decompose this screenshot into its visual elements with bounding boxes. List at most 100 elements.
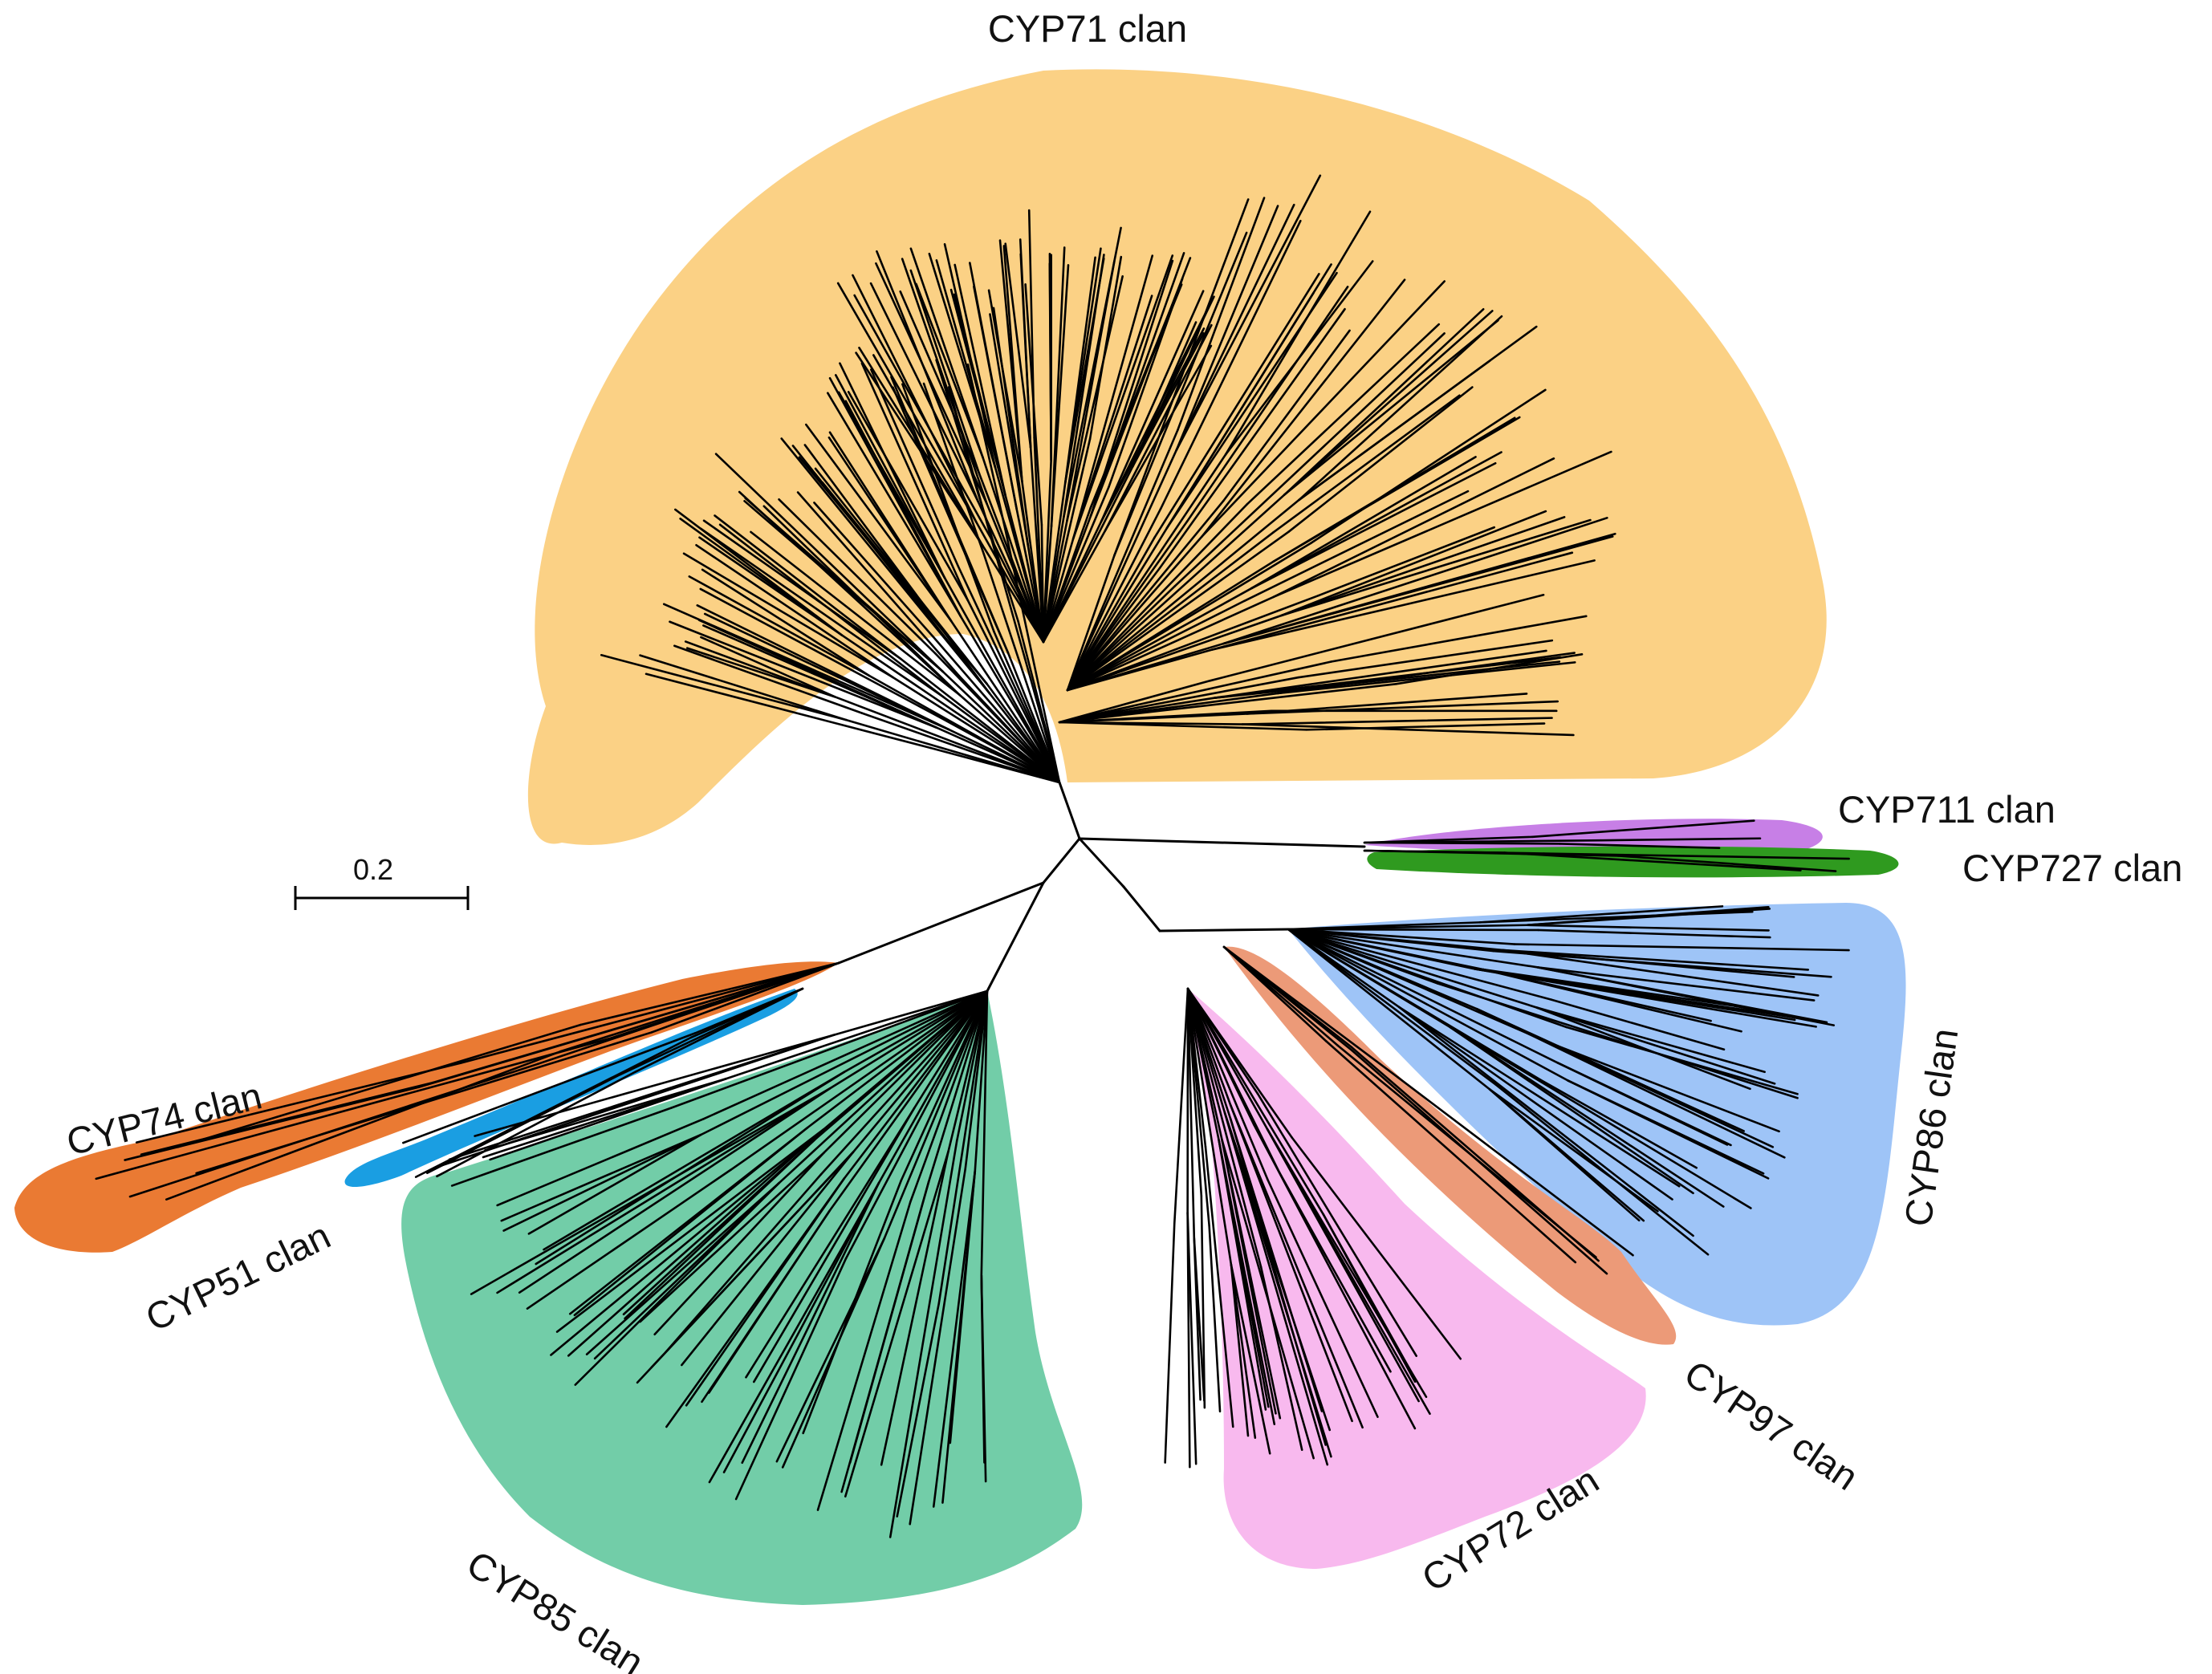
cyp71-leaf-branch: [1250, 461, 1497, 590]
cyp86-leaf-branch: [1525, 924, 1770, 932]
cyp71-internal-branch: [1066, 567, 1161, 692]
cyp727-internal-branch: [1363, 849, 1545, 855]
cyp71-leaf-branch: [909, 269, 981, 474]
cyp74-stem-branch: [837, 881, 1045, 965]
cyp71-leaf-branch: [1071, 254, 1174, 540]
cyp71-leaf-branch: [1175, 203, 1295, 452]
cyp71-leaf-branch: [1283, 307, 1485, 496]
cyp72-internal-branch: [1186, 987, 1203, 1197]
cyp74-internal-branch: [579, 961, 840, 1026]
cyp71-leaf-branch: [1108, 277, 1184, 488]
cyp85-leaf-branch: [816, 1201, 912, 1511]
cyp72-clade-shape: [1188, 989, 1646, 1569]
cyp71-leaf-branch: [1222, 329, 1351, 502]
cyp86-internal-branch: [1287, 928, 1548, 1043]
cyp71-internal-branch: [1066, 498, 1300, 692]
cyp86-leaf-branch: [1501, 949, 1820, 997]
cyp727-leaf-branch: [1543, 852, 1850, 860]
cyp85-internal-branch: [974, 989, 989, 1172]
cyp86-leaf-branch: [1436, 982, 1799, 1099]
cyp97-leaf-branch: [1336, 1044, 1597, 1258]
cyp71-leaf-branch: [1158, 307, 1346, 569]
cyp86-leaf-branch: [1525, 906, 1770, 927]
cyp85-internal-branch: [822, 989, 989, 1131]
cyp71-leaf-branch: [1019, 238, 1032, 449]
cyp71-leaf-branch: [1210, 559, 1596, 651]
cyp74-leaf-branch: [177, 1023, 582, 1148]
cyp71-internal-branch: [1066, 535, 1203, 692]
cyp85-internal-branch: [937, 989, 989, 1305]
cyp86-clan-label: CYP86 clan: [1896, 1026, 1966, 1229]
cyp85-internal-branch: [913, 989, 989, 1110]
cyp71-leaf-branch: [872, 354, 984, 547]
tree-branches: [95, 174, 1850, 1538]
cyp71-internal-branch: [1042, 437, 1092, 644]
cyp85-leaf-branch: [896, 1302, 941, 1518]
cyp86-stem-branch: [1078, 837, 1125, 888]
cyp71-leaf-branch: [1283, 319, 1499, 496]
cyp85-leaf-branch: [518, 1087, 832, 1294]
cyp71-leaf-branch: [1165, 291, 1315, 530]
cyp71-leaf-branch: [855, 351, 984, 547]
cyp85-leaf-branch: [685, 1177, 846, 1407]
cyp72-leaf-branch: [1230, 1263, 1271, 1455]
cyp71-leaf-branch: [899, 290, 981, 474]
cyp71-internal-branch: [1066, 594, 1319, 692]
cyp85-leaf-branch: [880, 1150, 949, 1466]
cyp71-leaf-branch: [1063, 254, 1105, 518]
cyp71-leaf-branch: [1177, 197, 1266, 432]
cyp71-leaf-branch: [639, 654, 848, 721]
cyp86-internal-branch: [1287, 928, 1552, 1001]
cyp72-leaf-branch: [1291, 1136, 1462, 1360]
cyp71-leaf-branch: [1089, 252, 1185, 517]
cyp71-leaf-branch: [954, 263, 1007, 497]
cyp71-leaf-branch: [1113, 198, 1250, 557]
cyp85-internal-branch: [947, 989, 989, 1153]
cyp72-leaf-branch: [1186, 1212, 1197, 1465]
cyp85-leaf-branch: [500, 1133, 702, 1222]
cyp71-leaf-branch: [798, 456, 988, 685]
cyp71-leaf-branch: [1276, 661, 1576, 695]
cyp727-leaf-branch: [1503, 851, 1802, 872]
cyp71-leaf-branch: [1272, 457, 1555, 599]
cyp85-leaf-branch: [909, 1168, 966, 1526]
cyp71-leaf-branch: [1317, 526, 1496, 597]
cyp85-leaf-branch: [775, 1237, 886, 1463]
cyp74-internal-branch: [459, 961, 840, 1065]
cyp71-leaf-branch: [875, 262, 988, 506]
cyp85-leaf-branch: [708, 1181, 880, 1484]
cyp74-leaf-branch: [124, 1086, 420, 1161]
cyp71-leaf-branch: [1283, 310, 1494, 496]
cyp85-leaf-branch: [543, 1071, 846, 1251]
cyp71-internal-branch: [1066, 530, 1290, 692]
cyp71-leaf-branch: [714, 514, 902, 660]
cyp85-stem-branch: [986, 881, 1045, 993]
cyp86-internal-branch: [1287, 928, 1476, 970]
cyp86-leaf-branch: [1536, 966, 1828, 1024]
cyp86-stem-branch: [1158, 928, 1290, 932]
cyp72-internal-branch: [1186, 987, 1269, 1180]
cyp71-internal-branch: [1042, 525, 1053, 644]
cyp711-clade-shape: [1364, 819, 1823, 854]
cyp71-internal-branch: [1066, 595, 1275, 692]
cyp86-internal-branch: [1287, 928, 1494, 953]
cyp85-internal-branch: [699, 989, 989, 1136]
cyp71-internal-branch: [1006, 651, 1061, 784]
cyp86-leaf-branch: [1501, 949, 1810, 971]
cyp85-leaf-branch: [802, 1179, 903, 1435]
cyp71-leaf-branch: [1066, 275, 1124, 522]
cyp71-leaf-branch: [673, 644, 864, 714]
cyp86-leaf-branch: [1513, 943, 1850, 952]
cyp51-leaf-branch: [425, 1073, 621, 1175]
cyp71-leaf-branch: [828, 376, 962, 618]
cyp71-leaf-branch: [813, 502, 935, 639]
cyp71-leaf-branch: [847, 391, 970, 602]
cyp72-internal-branch: [1186, 987, 1325, 1216]
cyp86-leaf-branch: [1567, 1079, 1746, 1168]
cyp71-internal-branch: [1066, 530, 1275, 692]
cyp71-leaf-branch: [901, 383, 995, 633]
cyp72-internal-branch: [1186, 987, 1269, 1131]
cyp71-clan-label: CYP71 clan: [988, 7, 1187, 50]
cyp86-leaf-branch: [1535, 1006, 1766, 1074]
cyp72-leaf-branch: [1230, 1263, 1257, 1439]
